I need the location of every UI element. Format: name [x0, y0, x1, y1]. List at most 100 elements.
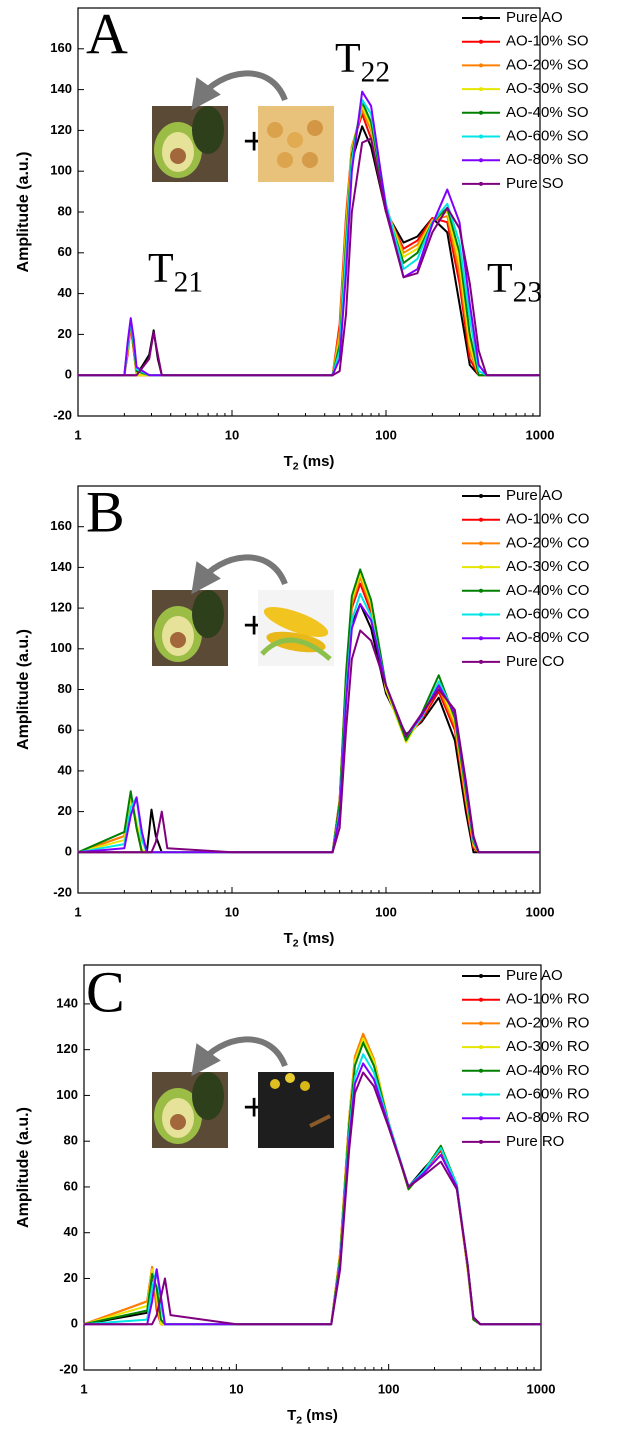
legend-dot	[479, 158, 483, 163]
illustration-b: +	[152, 554, 334, 666]
x-axis-label-after: (ms)	[302, 1407, 338, 1424]
y-tick-label: 40	[58, 762, 72, 777]
x-axis-label: T2 (ms)	[284, 453, 335, 472]
legend-dot	[479, 39, 483, 44]
x-axis-label-main: T	[284, 930, 293, 947]
y-tick-label: 140	[50, 81, 72, 96]
y-tick-label: 120	[50, 122, 72, 137]
peak-label: T22	[335, 36, 390, 89]
panel-label: A	[86, 1, 128, 66]
series-line	[78, 90, 540, 377]
plot-frame	[83, 964, 542, 1371]
legend-dot	[479, 1116, 483, 1121]
y-tick-label: 60	[64, 1178, 78, 1193]
x-axis-label-main: T	[284, 453, 293, 470]
legend-dot	[479, 588, 483, 593]
legend-dot	[479, 63, 483, 68]
y-tick-label: 20	[58, 803, 72, 818]
legend-label: Pure AO	[506, 9, 563, 26]
illustrations: + + +	[152, 70, 334, 1148]
y-tick-label: 100	[56, 1087, 78, 1102]
series-line	[84, 1071, 541, 1326]
legend-dot	[479, 494, 483, 498]
y-tick-label: 140	[56, 995, 78, 1010]
y-axis-label: Amplitude (a.u.)	[15, 629, 32, 750]
y-tick-label: 20	[64, 1270, 78, 1285]
legend-dot	[479, 1021, 483, 1026]
legend-label: AO-40% SO	[506, 104, 589, 121]
legend-label: AO-60% SO	[506, 127, 589, 144]
legend-label: AO-80% CO	[506, 629, 589, 646]
legend-label: AO-60% RO	[506, 1085, 589, 1102]
peak-label: T23	[487, 256, 542, 309]
legend-label: AO-30% SO	[506, 80, 589, 97]
x-tick-label: 100	[375, 427, 397, 442]
x-tick-label: 10	[225, 427, 239, 442]
series-line	[78, 137, 540, 377]
y-tick-label: 100	[50, 640, 72, 655]
legend-dot	[479, 636, 483, 641]
series-line	[77, 603, 540, 854]
y-tick-label: 100	[50, 163, 72, 178]
y-tick-label: 40	[58, 285, 72, 300]
y-axis-label: Amplitude (a.u.)	[15, 1107, 32, 1228]
x-axis-label-sub: 2	[296, 1414, 302, 1426]
y-tick-label: 120	[50, 600, 72, 615]
legend-dot	[479, 110, 483, 115]
legend-dot	[479, 87, 483, 92]
x-axis-label-after: (ms)	[299, 930, 335, 947]
legend-dot	[479, 974, 483, 978]
legend-dot	[479, 181, 483, 186]
x-axis-label: T2 (ms)	[284, 930, 335, 949]
legend-dot	[479, 517, 483, 522]
y-tick-label: 140	[50, 559, 72, 574]
y-tick-label: 160	[50, 518, 72, 533]
y-axis-label: Amplitude (a.u.)	[15, 152, 32, 273]
legend-label: AO-30% RO	[506, 1038, 589, 1055]
peak-label-sub: 23	[513, 276, 542, 308]
legend-label: AO-20% RO	[506, 1014, 589, 1031]
legend-dot	[479, 1092, 483, 1097]
legend-label: Pure AO	[506, 967, 563, 984]
legend-label: Pure SO	[506, 175, 564, 192]
legend-label: AO-10% SO	[506, 33, 589, 50]
y-tick-label: 80	[64, 1133, 78, 1148]
legend-label: Pure AO	[506, 487, 563, 504]
legend-dot	[479, 16, 483, 20]
series-line	[78, 629, 540, 854]
y-tick-label: 0	[65, 367, 72, 382]
legend-dot	[479, 1045, 483, 1050]
legend-label: AO-40% CO	[506, 582, 589, 599]
y-tick-label: 0	[65, 844, 72, 859]
legend-label: Pure CO	[506, 653, 564, 670]
legend-label: Pure RO	[506, 1133, 564, 1150]
legend-dot	[479, 612, 483, 617]
x-tick-label: 1	[80, 1381, 87, 1396]
x-tick-label: 10	[225, 904, 239, 919]
legend-dot	[479, 659, 483, 664]
legend-label: AO-10% RO	[506, 991, 589, 1008]
peak-label-main: T	[335, 36, 361, 82]
legend-label: AO-20% CO	[506, 534, 589, 551]
legend-dot	[479, 565, 483, 570]
chart-panel: -20 0 20 40 60 80 100 120 140 1 10 100 1000 T2 (ms) Am…	[15, 959, 589, 1426]
peak-label-sub: 21	[174, 266, 203, 298]
legend-label: AO-80% SO	[506, 151, 589, 168]
x-axis-label-sub: 2	[293, 460, 299, 472]
legend-dot	[479, 997, 483, 1002]
peak-label: T21	[148, 246, 203, 299]
legend-label: AO-30% CO	[506, 558, 589, 575]
y-tick-label: 60	[58, 722, 72, 737]
x-axis-label: T2 (ms)	[287, 1407, 338, 1426]
peak-label-sub: 22	[361, 56, 390, 88]
legend-label: AO-40% RO	[506, 1062, 589, 1079]
y-tick-label: 160	[50, 40, 72, 55]
x-tick-label: 1	[74, 427, 81, 442]
legend-dot	[479, 1139, 483, 1144]
panel-label: B	[86, 479, 125, 544]
x-tick-label: 100	[375, 904, 397, 919]
